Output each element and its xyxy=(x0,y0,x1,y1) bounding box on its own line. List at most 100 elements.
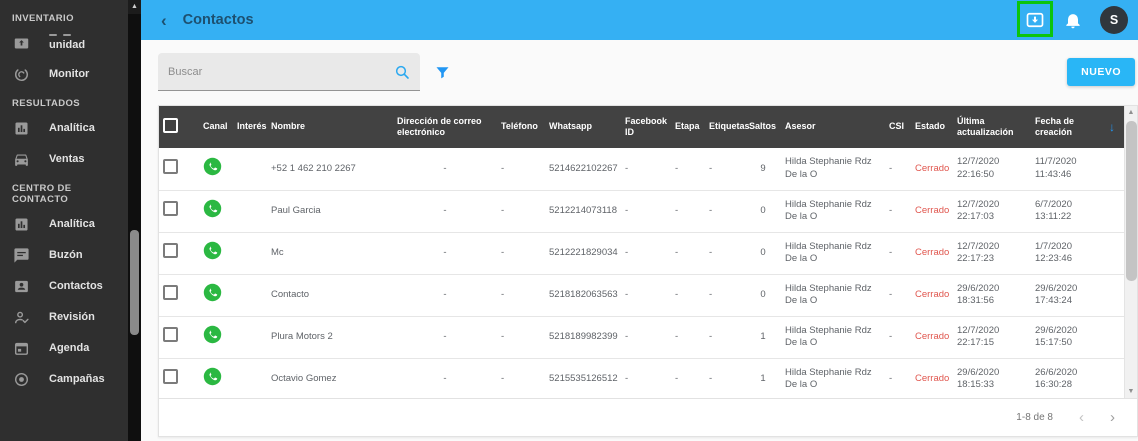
sort-descending-icon[interactable]: ↓ xyxy=(1109,119,1115,134)
row-checkbox[interactable] xyxy=(163,327,178,343)
row-checkbox[interactable] xyxy=(163,201,178,217)
cell-saltos: 0 xyxy=(745,274,781,317)
table-row[interactable]: Mc - - 5212221829034 - - - 0 Hilda Steph… xyxy=(159,232,1124,275)
toolbar: NUEVO xyxy=(158,52,1138,92)
table-row[interactable]: Contacto - - 5218182063563 - - - 0 Hilda… xyxy=(159,274,1124,317)
sidebar-item-analitica[interactable]: Analítica xyxy=(0,209,128,240)
search-icon[interactable] xyxy=(394,64,410,80)
cell-creacion: 1/7/2020 12:23:46 xyxy=(1031,232,1105,275)
sidebar-item-unidad[interactable]: unidad xyxy=(0,28,128,59)
cell-etapa: - xyxy=(671,274,705,317)
col-interes: Interés xyxy=(233,106,267,148)
cell-asesor: Hilda Stephanie Rdz De la O xyxy=(781,232,885,275)
table-row[interactable]: Paul Garcia - - 5212214073118 - - - 0 Hi… xyxy=(159,190,1124,233)
car-icon xyxy=(13,151,30,168)
avatar[interactable]: S xyxy=(1100,6,1128,34)
col-etiquetas: Etiquetas xyxy=(705,106,750,148)
sidebar-item-ventas[interactable]: Ventas xyxy=(0,144,128,175)
sidebar-item-label: Buzón xyxy=(49,248,83,261)
table-row[interactable]: +52 1 462 210 2267 - - 5214622102267 - -… xyxy=(159,148,1124,191)
cell-estado: Cerrado xyxy=(911,148,953,191)
sidebar-item-agenda[interactable]: Agenda xyxy=(0,333,128,364)
cell-estado: Cerrado xyxy=(911,316,953,359)
mailbox-icon xyxy=(13,35,30,52)
cell-nombre: Octavio Gomez xyxy=(267,358,393,398)
cell-actualizacion: 29/6/2020 18:31:56 xyxy=(953,274,1031,317)
sidebar-item-monitor[interactable]: Monitor xyxy=(0,59,128,90)
sidebar-item-label: Monitor xyxy=(49,67,90,80)
whatsapp-channel-icon xyxy=(203,325,222,344)
cell-csi: - xyxy=(885,190,911,233)
cell-email: - xyxy=(393,316,497,359)
contacts-table-card: Canal Interés Nombre Dirección de correo… xyxy=(158,105,1138,437)
cell-asesor: Hilda Stephanie Rdz De la O xyxy=(781,274,885,317)
sidebar-item-analitica[interactable]: Analítica xyxy=(0,113,128,144)
cell-actualizacion: 12/7/2020 22:17:03 xyxy=(953,190,1031,233)
cell-nombre: +52 1 462 210 2267 xyxy=(267,148,393,191)
sidebar-item-contactos[interactable]: Contactos xyxy=(0,271,128,302)
cell-creacion: 29/6/2020 15:17:50 xyxy=(1031,316,1105,359)
table-scrollbar-thumb[interactable] xyxy=(1126,121,1137,281)
cell-telefono: - xyxy=(497,148,545,191)
sidebar-item-label: Analítica xyxy=(49,217,95,230)
cell-saltos: 1 xyxy=(745,358,781,398)
row-checkbox[interactable] xyxy=(163,159,178,175)
prev-page-icon[interactable]: ‹ xyxy=(1079,409,1084,426)
search-input[interactable] xyxy=(168,65,394,78)
col-actualizacion: Última actualización xyxy=(953,106,1031,148)
cell-asesor: Hilda Stephanie Rdz De la O xyxy=(781,316,885,359)
filter-icon[interactable] xyxy=(434,64,451,81)
cell-facebook-id: - xyxy=(621,148,671,191)
cell-whatsapp: 5218189982399 xyxy=(545,316,621,359)
cell-nombre: Mc xyxy=(267,232,393,275)
cell-etapa: - xyxy=(671,148,705,191)
new-button[interactable]: NUEVO xyxy=(1067,58,1135,86)
table-viewport: +52 1 462 210 2267 - - 5214622102267 - -… xyxy=(159,148,1124,398)
download-icon[interactable] xyxy=(1017,1,1053,37)
col-creacion: Fecha de creación xyxy=(1031,106,1105,148)
table-row[interactable]: Octavio Gomez - - 5215535126512 - - - 1 … xyxy=(159,358,1124,398)
cell-actualizacion: 12/7/2020 22:17:23 xyxy=(953,232,1031,275)
cell-etiquetas: - xyxy=(705,274,745,317)
cell-telefono: - xyxy=(497,274,545,317)
sidebar-section-title: INVENTARIO xyxy=(12,13,74,24)
cell-facebook-id: - xyxy=(621,316,671,359)
cell-facebook-id: - xyxy=(621,190,671,233)
select-all-checkbox[interactable] xyxy=(163,117,178,133)
cell-whatsapp: 5214622102267 xyxy=(545,148,621,191)
cell-whatsapp: 5218182063563 xyxy=(545,274,621,317)
cell-creacion: 29/6/2020 17:43:24 xyxy=(1031,274,1105,317)
sidebar-scrollbar[interactable]: ▲ xyxy=(128,0,141,441)
col-whatsapp: Whatsapp xyxy=(545,106,621,148)
row-checkbox[interactable] xyxy=(163,369,178,385)
bell-icon[interactable] xyxy=(1062,9,1084,31)
scroll-down-icon[interactable]: ▼ xyxy=(1127,388,1135,395)
cell-email: - xyxy=(393,232,497,275)
sidebar-scrollbar-thumb[interactable] xyxy=(130,230,139,335)
calendar-icon xyxy=(13,340,30,357)
cell-csi: - xyxy=(885,148,911,191)
cell-creacion: 26/6/2020 16:30:28 xyxy=(1031,358,1105,398)
cell-saltos: 0 xyxy=(745,190,781,233)
cell-saltos: 9 xyxy=(745,148,781,191)
next-page-icon[interactable]: › xyxy=(1110,409,1115,426)
contacts-table: Canal Interés Nombre Dirección de correo… xyxy=(159,106,1127,148)
cell-interes xyxy=(233,148,267,191)
table-row[interactable]: Plura Motors 2 - - 5218189982399 - - - 1… xyxy=(159,316,1124,359)
row-checkbox[interactable] xyxy=(163,243,178,259)
sidebar-item-revision[interactable]: Revisión xyxy=(0,302,128,333)
cell-estado: Cerrado xyxy=(911,232,953,275)
scroll-up-icon[interactable]: ▲ xyxy=(128,0,141,14)
cell-nombre: Plura Motors 2 xyxy=(267,316,393,359)
table-scrollbar[interactable]: ▲ ▼ xyxy=(1124,106,1137,398)
scroll-up-icon[interactable]: ▲ xyxy=(1127,109,1135,116)
sidebar-item-buzon[interactable]: Buzón xyxy=(0,240,128,271)
sidebar-item-campanas[interactable]: Campañas xyxy=(0,364,128,395)
sidebar-item-label: unidad xyxy=(49,34,85,52)
cell-whatsapp: 5212214073118 xyxy=(545,190,621,233)
cell-creacion: 6/7/2020 13:11:22 xyxy=(1031,190,1105,233)
cell-actualizacion: 29/6/2020 18:15:33 xyxy=(953,358,1031,398)
back-chevron-icon[interactable]: ‹ xyxy=(161,10,167,30)
row-checkbox[interactable] xyxy=(163,285,178,301)
